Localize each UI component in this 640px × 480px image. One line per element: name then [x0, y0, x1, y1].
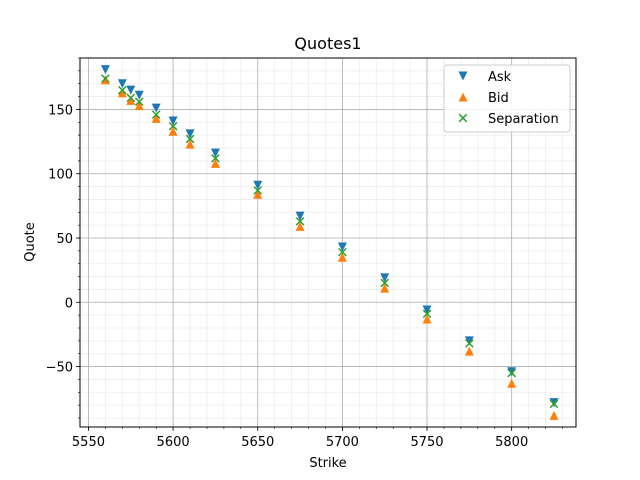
plot-frame: [79, 57, 577, 428]
data-point-separation: [101, 74, 110, 83]
x-tick-label: 5650: [241, 435, 274, 450]
chart-title: Quotes1: [294, 34, 361, 53]
data-point-separation: [253, 186, 263, 195]
y-axis-label: Quote: [23, 222, 38, 262]
data-point-bid: [100, 75, 110, 85]
data-point-ask: [117, 79, 127, 89]
data-point-separation: [151, 110, 161, 119]
data-point-ask: [464, 336, 474, 346]
data-point-separation: [295, 216, 305, 226]
data-point-bid: [117, 88, 127, 98]
legend-label-bid: Bid: [488, 91, 509, 106]
data-point-bid: [549, 410, 559, 420]
data-point-separation: [211, 153, 220, 163]
x-tick-label: 5700: [326, 435, 359, 450]
data-point-bid: [464, 346, 474, 356]
legend-label-separation: Separation: [488, 112, 559, 127]
y-tick-label: 0: [65, 296, 73, 311]
data-point-ask: [185, 129, 195, 139]
data-point-bid: [185, 139, 195, 149]
data-point-ask: [134, 90, 144, 100]
data-point-ask: [210, 148, 220, 158]
data-point-separation: [338, 247, 347, 257]
data-point-separation: [422, 309, 432, 319]
y-tick-label: −50: [46, 361, 73, 376]
data-point-bid: [253, 189, 263, 199]
data-point-ask: [168, 116, 178, 126]
data-point-bid: [380, 283, 390, 293]
x-tick-label: 5550: [72, 435, 105, 450]
legend-marker-separation: [458, 113, 468, 123]
data-point-ask: [422, 305, 432, 315]
data-point-bid: [151, 113, 161, 123]
x-tick-label: 5600: [157, 435, 190, 450]
x-tick-label: 5800: [495, 435, 528, 450]
y-tick-label: 50: [56, 232, 73, 247]
series-bid: [100, 75, 559, 420]
y-tick-label: 150: [48, 103, 73, 118]
data-point-ask: [549, 398, 559, 408]
x-tick-label: 5750: [410, 435, 443, 450]
legend-marker-bid: [458, 92, 468, 102]
y-tick-label: 100: [48, 168, 73, 183]
data-point-ask: [380, 273, 390, 283]
data-point-separation: [134, 97, 144, 107]
data-point-separation: [507, 368, 517, 378]
data-point-bid: [295, 221, 305, 231]
data-point-ask: [253, 180, 263, 190]
data-point-bid: [126, 95, 136, 105]
data-point-separation: [168, 121, 178, 131]
legend-marker-ask: [458, 71, 468, 81]
axis-ticks: 5550 5600 5650 5700 5750 5800 −50 0 50 100 150: [46, 57, 563, 450]
data-point-ask: [337, 242, 347, 252]
data-point-ask: [507, 367, 517, 377]
x-axis-label: Strike: [309, 456, 346, 471]
data-point-separation: [117, 85, 127, 95]
data-point-bid: [168, 126, 178, 136]
data-point-bid: [337, 252, 347, 262]
legend-label-ask: Ask: [488, 70, 512, 85]
data-point-bid: [422, 314, 432, 324]
data-point-bid: [210, 158, 220, 168]
data-point-ask: [100, 65, 110, 75]
data-point-ask: [126, 85, 136, 95]
series-ask: [100, 65, 559, 408]
series-separation: [101, 74, 559, 409]
data-point-separation: [380, 278, 390, 288]
data-point-separation: [185, 134, 195, 144]
data-marks: [100, 65, 559, 420]
legend-box: [443, 64, 571, 133]
data-point-separation: [126, 93, 136, 103]
legend: Ask Bid Separation: [443, 64, 571, 133]
data-point-bid: [134, 101, 144, 111]
data-point-ask: [151, 103, 161, 113]
data-point-separation: [549, 399, 559, 409]
data-point-bid: [507, 378, 517, 388]
data-point-separation: [465, 339, 474, 348]
data-point-ask: [295, 211, 305, 221]
